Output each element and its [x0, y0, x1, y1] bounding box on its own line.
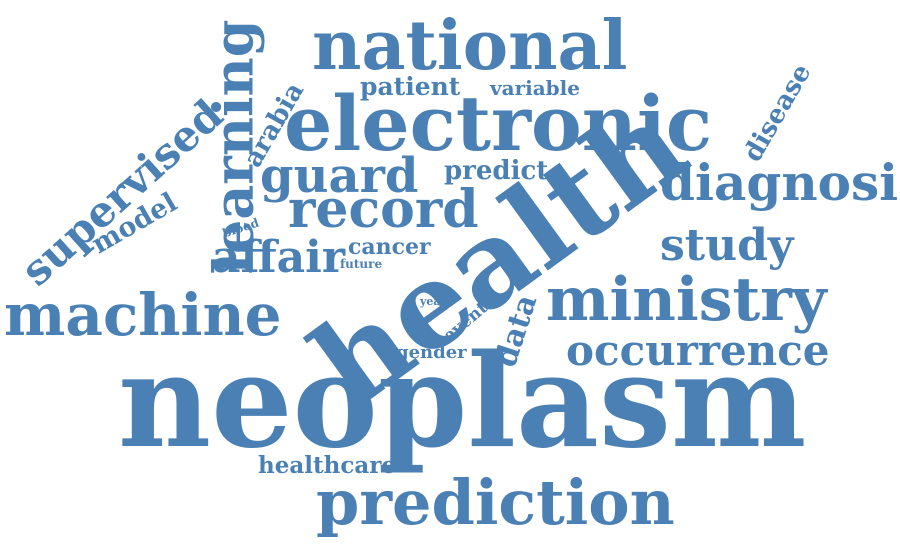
- word-variable: variable: [490, 78, 580, 98]
- word-study: study: [660, 224, 793, 268]
- word-prediction: prediction: [316, 472, 675, 534]
- word-national: national: [312, 12, 627, 80]
- word-patient: patient: [360, 74, 460, 99]
- word-year: year: [420, 296, 446, 307]
- word-affair: affair: [212, 236, 345, 280]
- word-diagnosis: diagnosis: [660, 158, 900, 208]
- word-occurrence: occurrence: [566, 330, 830, 372]
- word-healthcare: healthcare: [258, 454, 396, 477]
- word-ministry: ministry: [546, 270, 827, 330]
- word-guard: guard: [260, 152, 418, 200]
- word-machine: machine: [4, 286, 282, 344]
- word-disease: disease: [740, 60, 816, 166]
- word-gender: gender: [396, 344, 467, 362]
- word-future: future: [340, 258, 382, 270]
- word-cancer: cancer: [348, 236, 431, 258]
- word-supervised: supervised: [14, 93, 230, 293]
- word-predict: predict: [444, 158, 548, 184]
